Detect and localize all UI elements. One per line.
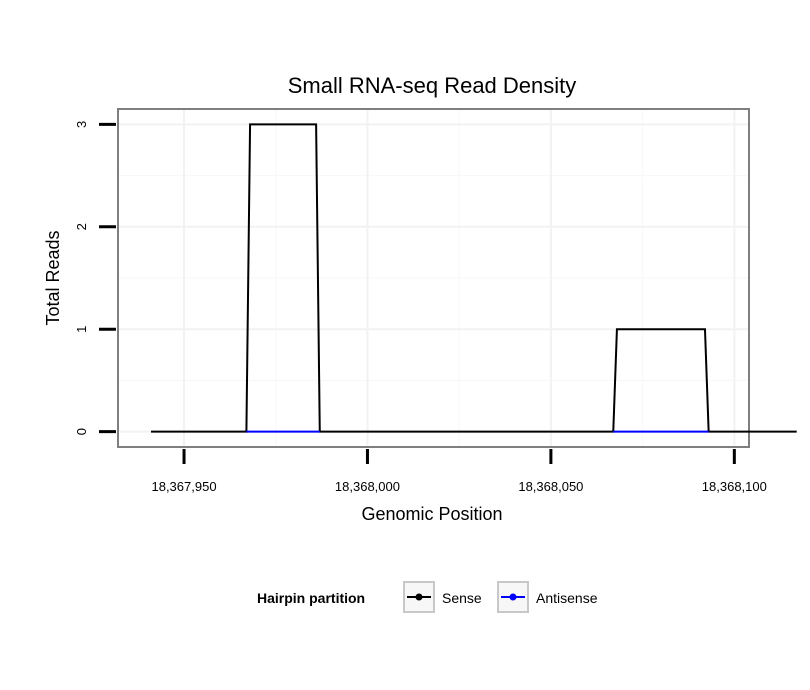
y-tick-label: 2 <box>74 223 89 230</box>
series-layer <box>151 123 797 433</box>
legend-dot-sense <box>415 593 423 601</box>
y-axis: 0 1 2 3 <box>74 121 116 435</box>
plot-panel <box>117 108 750 448</box>
x-tick-label: 18,368,000 <box>335 479 400 494</box>
legend-dot-antisense <box>509 593 517 601</box>
legend-label-sense: Sense <box>442 590 482 606</box>
legend: Hairpin partition Sense Antisense <box>257 581 598 613</box>
legend-title: Hairpin partition <box>257 590 365 606</box>
y-tick-label: 3 <box>74 121 89 128</box>
grid <box>118 109 749 447</box>
x-tick-label: 18,367,950 <box>151 479 216 494</box>
x-axis: 18,367,950 18,368,000 18,368,050 18,368,100 <box>151 449 767 494</box>
y-tick-label: 0 <box>74 428 89 435</box>
chart-title: Small RNA-seq Read Density <box>288 73 577 98</box>
x-axis-title: Genomic Position <box>361 504 502 524</box>
y-axis-title: Total Reads <box>43 230 63 325</box>
series-line-sense <box>151 123 797 433</box>
x-tick-label: 18,368,100 <box>702 479 767 494</box>
x-tick-label: 18,368,050 <box>518 479 583 494</box>
y-tick-label: 1 <box>74 326 89 333</box>
legend-label-antisense: Antisense <box>536 590 598 606</box>
